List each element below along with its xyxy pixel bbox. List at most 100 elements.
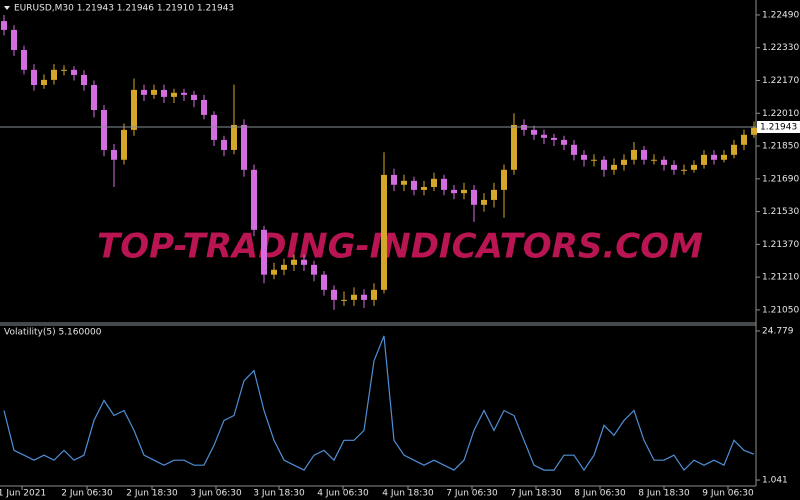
candle-body xyxy=(631,149,637,160)
candle-body xyxy=(471,189,477,205)
candle-body xyxy=(221,139,227,150)
y-tick-label: 1.21210 xyxy=(762,273,799,283)
y-tick-label: 1.22490 xyxy=(762,10,799,20)
candle-body xyxy=(321,274,327,290)
x-tick-label: 8 Jun 18:30 xyxy=(638,489,690,499)
candle-body xyxy=(191,94,197,100)
candle-body xyxy=(591,159,597,161)
x-tick-label: 2 Jun 18:30 xyxy=(126,489,178,499)
x-tick-label: 3 Jun 18:30 xyxy=(253,489,305,499)
candle-body xyxy=(411,180,417,190)
y-tick-label: 1.21370 xyxy=(762,240,799,250)
candle-body xyxy=(371,289,377,300)
y-tick-label: 1.041 xyxy=(762,476,788,486)
y-tick-label: 1.21690 xyxy=(762,174,799,184)
candle-body xyxy=(421,187,427,190)
candle-body xyxy=(341,299,347,301)
x-tick-label: 7 Jun 06:30 xyxy=(446,489,498,499)
candle-body xyxy=(731,144,737,155)
x-tick-label: 4 Jun 18:30 xyxy=(382,489,434,499)
x-tick-label: 1 Jun 2021 xyxy=(0,489,46,499)
x-tick-label: 4 Jun 06:30 xyxy=(317,489,369,499)
candle-body xyxy=(701,154,707,165)
x-tick-label: 2 Jun 06:30 xyxy=(61,489,113,499)
candle-body xyxy=(511,124,517,170)
candle-body xyxy=(281,264,287,270)
candle-body xyxy=(21,49,27,70)
candle-body xyxy=(681,169,687,171)
candle-body xyxy=(581,154,587,160)
candle-body xyxy=(291,259,297,265)
x-tick-label: 3 Jun 06:30 xyxy=(190,489,242,499)
candle-body xyxy=(711,154,717,160)
candle-body xyxy=(121,129,127,160)
candle-body xyxy=(251,169,257,230)
candle-body xyxy=(271,269,277,275)
candle-body xyxy=(661,159,667,165)
candle-body xyxy=(571,144,577,155)
x-tick-label: 9 Jun 06:30 xyxy=(702,489,754,499)
candle-body xyxy=(171,92,177,97)
candle-body xyxy=(31,69,37,86)
menu-arrow[interactable] xyxy=(4,6,10,10)
candle-body xyxy=(91,85,97,110)
candle-body xyxy=(391,174,397,185)
x-tick-label: 7 Jun 18:30 xyxy=(510,489,562,499)
candle-body xyxy=(611,164,617,170)
candle-body xyxy=(141,89,147,95)
candle-body xyxy=(751,127,757,135)
y-tick-label: 1.21530 xyxy=(762,207,799,217)
symbol-header: EURUSD,M30 1.21943 1.21946 1.21910 1.219… xyxy=(14,4,234,14)
candle-body xyxy=(101,109,107,150)
indicator-line xyxy=(3,335,755,472)
y-tick-label: 1.21850 xyxy=(762,142,799,152)
candle-body xyxy=(481,199,487,205)
y-tick-label: 1.22170 xyxy=(762,76,799,86)
candle-body xyxy=(621,159,627,165)
candle-body xyxy=(261,229,267,275)
candle-body xyxy=(1,21,7,30)
candle-body xyxy=(451,189,457,194)
candle-body xyxy=(431,178,437,188)
candle-body xyxy=(551,137,557,140)
candle-body xyxy=(641,149,647,160)
candle-body xyxy=(301,259,307,265)
candle-body xyxy=(161,89,167,97)
candle-body xyxy=(41,79,47,86)
candle-body xyxy=(311,264,317,275)
watermark: TOP-TRADING-INDICATORS.COM xyxy=(97,227,703,267)
candle-body xyxy=(81,74,87,86)
candle-body xyxy=(381,174,387,290)
candle-body xyxy=(541,134,547,138)
candle-body xyxy=(691,164,697,170)
y-tick-label: 1.22010 xyxy=(762,109,799,119)
candle-body xyxy=(151,89,157,95)
y-tick-label: 1.22330 xyxy=(762,43,799,53)
candle-body xyxy=(491,189,497,200)
candle-body xyxy=(601,159,607,170)
candle-body xyxy=(531,129,537,135)
candle-body xyxy=(241,124,247,170)
candle-body xyxy=(71,69,77,75)
candle-body xyxy=(461,189,467,194)
x-tick-label: 8 Jun 06:30 xyxy=(574,489,626,499)
y-tick-label: 24.779 xyxy=(762,326,794,336)
candle-body xyxy=(361,294,367,300)
candle-body xyxy=(401,180,407,185)
bid-tag xyxy=(757,120,800,133)
candle-body xyxy=(11,29,17,50)
candle-body xyxy=(331,289,337,300)
candle-body xyxy=(201,99,207,115)
candle-body xyxy=(651,159,657,161)
candle-body xyxy=(181,92,187,95)
candle-body xyxy=(111,149,117,160)
candle-body xyxy=(501,169,507,190)
candle-body xyxy=(561,139,567,145)
candle-body xyxy=(671,164,677,170)
candle-body xyxy=(231,124,237,150)
candle-body xyxy=(441,178,447,190)
y-tick-label: 1.21050 xyxy=(762,305,799,315)
bid-label: 1.21943 xyxy=(760,122,797,132)
candle-body xyxy=(61,69,67,71)
